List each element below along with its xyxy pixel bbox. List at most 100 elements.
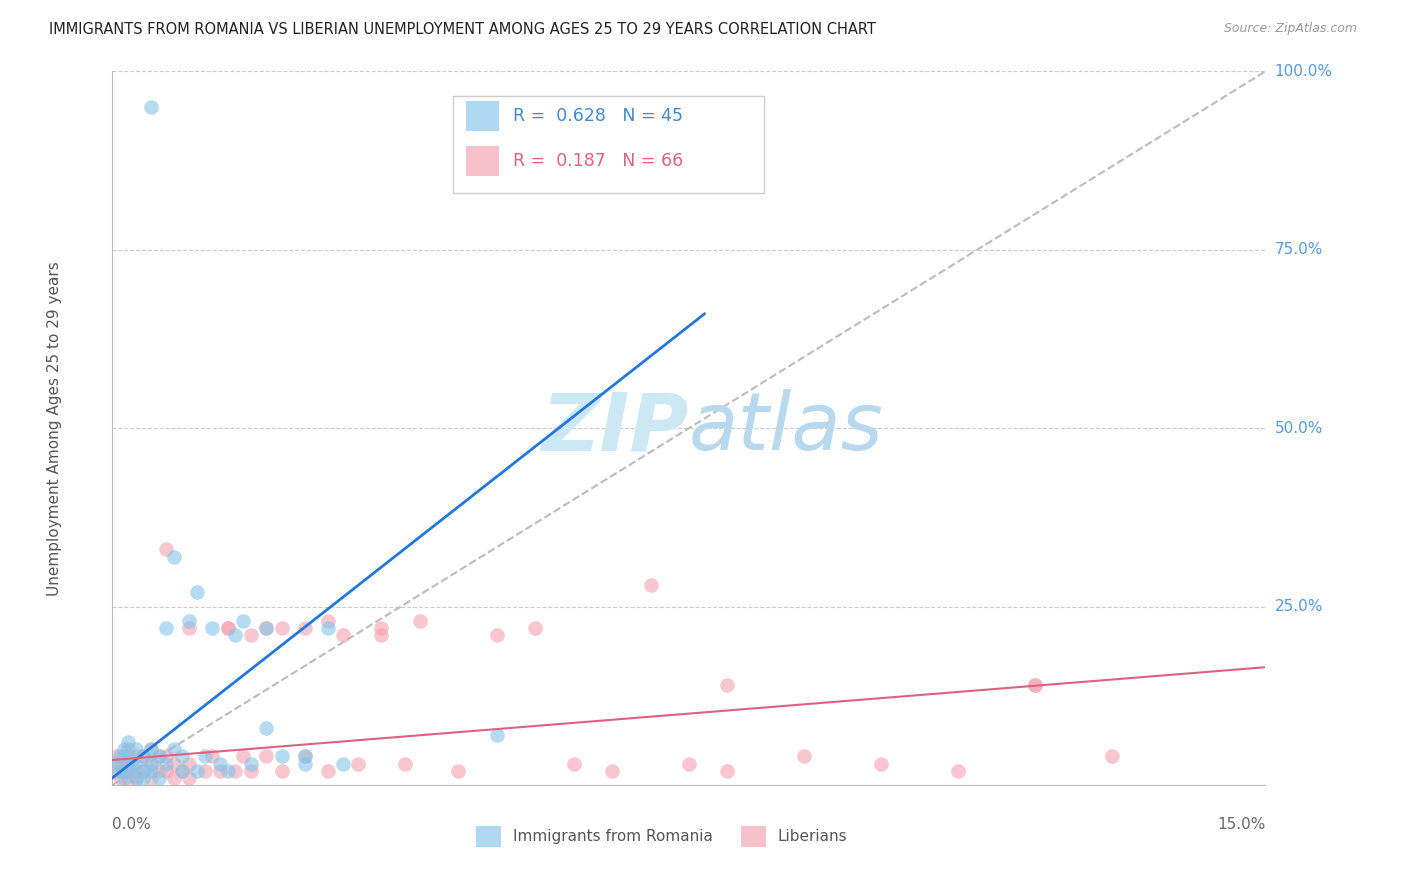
Point	[132, 749, 155, 764]
Point	[170, 764, 193, 778]
Point	[485, 728, 508, 742]
Text: Liberians: Liberians	[778, 829, 848, 844]
Point	[370, 628, 392, 642]
Point	[270, 621, 292, 635]
Point	[117, 735, 139, 749]
Text: atlas: atlas	[689, 389, 884, 467]
Point	[105, 756, 128, 771]
Point	[117, 764, 139, 778]
Point	[155, 621, 177, 635]
Point	[124, 756, 146, 771]
Point	[186, 585, 208, 599]
Point	[170, 764, 193, 778]
Point	[232, 749, 254, 764]
Point	[678, 756, 700, 771]
Point	[316, 764, 339, 778]
Point	[194, 749, 217, 764]
Point	[117, 742, 139, 756]
Point	[108, 756, 131, 771]
Point	[139, 756, 162, 771]
Text: R =  0.187   N = 66: R = 0.187 N = 66	[513, 153, 683, 170]
Point	[224, 764, 246, 778]
Point	[294, 621, 316, 635]
Point	[108, 771, 131, 785]
Bar	[467, 146, 499, 177]
Point	[163, 756, 186, 771]
Point	[239, 628, 262, 642]
Point	[217, 764, 239, 778]
Point	[124, 771, 146, 785]
Point	[179, 756, 201, 771]
Point	[1024, 678, 1046, 692]
Point	[254, 721, 277, 735]
Point	[124, 771, 146, 785]
Point	[209, 764, 232, 778]
Point	[139, 100, 162, 114]
Point	[105, 749, 128, 764]
Point	[201, 749, 224, 764]
Point	[232, 614, 254, 628]
Point	[640, 578, 662, 592]
Point	[112, 771, 135, 785]
Point	[117, 771, 139, 785]
Point	[121, 756, 143, 771]
Point	[294, 749, 316, 764]
Text: ZIP: ZIP	[541, 389, 689, 467]
Point	[108, 749, 131, 764]
Point	[316, 614, 339, 628]
Text: 25.0%: 25.0%	[1275, 599, 1323, 614]
Text: 50.0%: 50.0%	[1275, 421, 1323, 435]
Point	[870, 756, 893, 771]
Point	[155, 542, 177, 557]
Point	[1101, 749, 1123, 764]
Point	[179, 614, 201, 628]
Point	[716, 678, 738, 692]
Text: Source: ZipAtlas.com: Source: ZipAtlas.com	[1223, 22, 1357, 36]
Point	[132, 764, 155, 778]
Point	[239, 756, 262, 771]
Point	[194, 764, 217, 778]
Point	[155, 764, 177, 778]
Point	[201, 621, 224, 635]
Point	[270, 764, 292, 778]
Point	[132, 749, 155, 764]
Point	[155, 749, 177, 764]
Point	[254, 749, 277, 764]
Point	[132, 764, 155, 778]
Point	[139, 764, 162, 778]
Point	[254, 621, 277, 635]
Text: Unemployment Among Ages 25 to 29 years: Unemployment Among Ages 25 to 29 years	[48, 260, 62, 596]
Text: 75.0%: 75.0%	[1275, 243, 1323, 257]
Point	[139, 756, 162, 771]
Text: 0.0%: 0.0%	[112, 817, 152, 832]
Point	[370, 621, 392, 635]
Point	[600, 764, 623, 778]
Point	[394, 756, 416, 771]
Point	[139, 771, 162, 785]
Point	[124, 749, 146, 764]
Point	[332, 628, 354, 642]
Text: R =  0.628   N = 45: R = 0.628 N = 45	[513, 107, 682, 125]
Point	[179, 621, 201, 635]
Point	[485, 628, 508, 642]
Point	[217, 621, 239, 635]
Point	[332, 756, 354, 771]
Point	[108, 764, 131, 778]
Point	[148, 771, 170, 785]
Point	[112, 742, 135, 756]
FancyBboxPatch shape	[453, 96, 763, 193]
Text: 15.0%: 15.0%	[1218, 817, 1265, 832]
Point	[447, 764, 470, 778]
Point	[148, 749, 170, 764]
Point	[112, 764, 135, 778]
Point	[163, 771, 186, 785]
Point	[163, 742, 186, 756]
Point	[946, 764, 969, 778]
Point	[117, 749, 139, 764]
Point	[239, 764, 262, 778]
Point	[217, 621, 239, 635]
Bar	[475, 826, 501, 847]
Point	[155, 756, 177, 771]
Point	[148, 764, 170, 778]
Point	[254, 621, 277, 635]
